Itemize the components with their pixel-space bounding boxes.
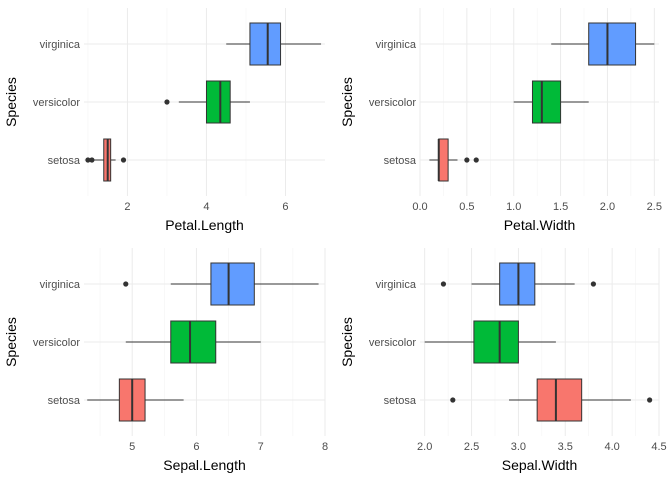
iqr-box — [588, 22, 637, 66]
iqr-box — [210, 262, 255, 306]
y-tick-label: setosa — [48, 155, 81, 167]
x-tick-label: 1.0 — [506, 201, 521, 213]
y-tick-label: setosa — [384, 395, 417, 407]
y-tick-label: virginica — [376, 39, 417, 51]
x-tick-label: 2.5 — [464, 441, 479, 453]
y-axis-title: Species — [3, 317, 19, 367]
x-tick-label: 2 — [124, 201, 130, 213]
y-tick-label: virginica — [40, 39, 81, 51]
iqr-box — [170, 320, 217, 364]
x-tick-label: 2.5 — [647, 201, 662, 213]
outlier-point — [647, 397, 653, 403]
x-axis-title: Petal.Length — [165, 217, 244, 233]
box-virginica — [226, 22, 322, 66]
box-versicolor — [513, 80, 589, 124]
x-tick-label: 8 — [322, 441, 328, 453]
y-tick-label: versicolor — [369, 97, 416, 109]
panel-sepal-width: 2.0 2.5 3.0 3.5 4.0 4.5 setosa versicolor virgin… — [339, 248, 667, 473]
iqr-box — [536, 378, 583, 422]
x-tick-label: 6 — [282, 201, 288, 213]
box-virginica — [551, 22, 655, 66]
iqr-box — [499, 262, 536, 306]
box-versicolor — [164, 80, 250, 124]
outlier-point — [120, 157, 127, 163]
box-setosa — [85, 138, 127, 182]
x-tick-label: 3.0 — [511, 441, 526, 453]
box-virginica — [123, 262, 319, 306]
box-virginica — [440, 262, 596, 306]
x-axis-title: Petal.Width — [504, 217, 576, 233]
outlier-point — [89, 157, 95, 163]
box-setosa — [87, 378, 184, 422]
x-tick-label: 7 — [258, 441, 264, 453]
outlier-point — [440, 281, 447, 287]
x-tick-label: 4.0 — [604, 441, 619, 453]
y-tick-label: versicolor — [33, 337, 80, 349]
x-tick-label: 2.0 — [417, 441, 432, 453]
outlier-point — [450, 397, 456, 403]
outlier-point — [464, 157, 470, 163]
y-axis-title: Species — [3, 77, 19, 127]
x-tick-label: 4.5 — [651, 441, 666, 453]
box-setosa — [429, 138, 479, 182]
box-setosa — [450, 378, 653, 422]
y-axis-title: Species — [339, 77, 355, 127]
iqr-box — [249, 22, 282, 66]
x-tick-label: 0.0 — [412, 201, 427, 213]
outlier-point — [85, 157, 91, 163]
box-versicolor — [125, 320, 261, 364]
y-tick-label: setosa — [384, 155, 417, 167]
panel-sepal-length: 5 6 7 8 setosa versicolor virginica Sepal.Lengt… — [3, 248, 328, 473]
x-tick-label: 6 — [193, 441, 199, 453]
outlier-point — [164, 99, 170, 105]
panel-petal-width: 0.0 0.5 1.0 1.5 2.0 2.5 setosa versicolor virgin… — [339, 8, 662, 233]
x-tick-label: 0.5 — [459, 201, 474, 213]
y-axis-title: Species — [339, 317, 355, 367]
iqr-box — [438, 138, 449, 182]
panel-petal-length: 2 4 6 setosa versicolor virginica Petal.Length… — [3, 8, 325, 233]
iqr-box — [531, 80, 562, 124]
x-tick-label: 5 — [129, 441, 135, 453]
y-tick-label: virginica — [376, 279, 417, 291]
x-tick-label: 3.5 — [558, 441, 573, 453]
y-tick-label: setosa — [48, 395, 81, 407]
y-tick-label: virginica — [40, 279, 81, 291]
x-tick-label: 2.0 — [600, 201, 615, 213]
x-axis-title: Sepal.Length — [163, 457, 246, 473]
x-tick-label: 4 — [203, 201, 209, 213]
y-tick-label: versicolor — [33, 97, 80, 109]
outlier-point — [590, 281, 596, 287]
outlier-point — [473, 157, 479, 163]
box-versicolor — [424, 320, 556, 364]
x-axis-title: Sepal.Width — [502, 457, 577, 473]
iqr-box — [473, 320, 519, 364]
iqr-box — [205, 80, 231, 124]
x-tick-label: 1.5 — [553, 201, 568, 213]
outlier-point — [123, 281, 129, 287]
y-tick-label: versicolor — [369, 337, 416, 349]
